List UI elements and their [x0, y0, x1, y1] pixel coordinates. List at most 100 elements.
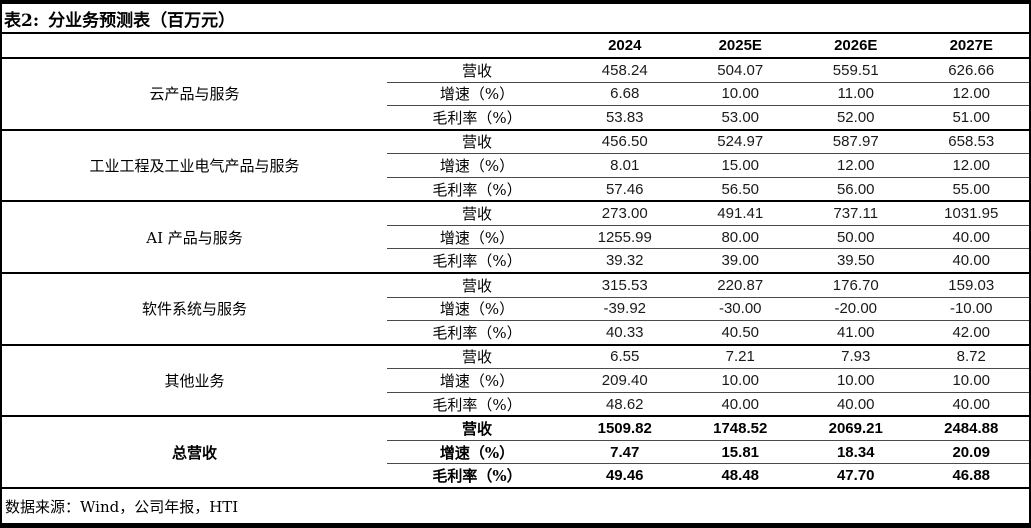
empty-header-cell — [2, 34, 387, 58]
business-name-cell: 云产品与服务 — [2, 57, 387, 130]
value-cell: 12.00 — [913, 82, 1029, 107]
metric-label-cell: 毛利率（%） — [432, 108, 522, 127]
value-cell: 39.00 — [721, 252, 760, 270]
value-cell: 57.46 — [605, 180, 644, 198]
col-header-2026E: 2026E — [834, 37, 878, 54]
value-cell: 1255.99 — [567, 225, 683, 250]
value-cell: 7.21 — [682, 343, 798, 370]
source-note: 数据来源：Wind，公司年报，HTI — [5, 497, 239, 516]
value-cell: 8.72 — [913, 343, 1029, 370]
value-cell: 1748.52 — [682, 415, 798, 441]
value-cell: 6.68 — [567, 82, 683, 107]
value-cell: 10.00 — [798, 368, 914, 393]
table-row: 增速（%） 209.40 10.00 10.00 10.00 — [2, 368, 1029, 393]
table-row: 毛利率（%） 40.33 40.50 41.00 42.00 — [2, 321, 1029, 345]
value-cell: 15.81 — [682, 440, 798, 465]
metric-label-cell: 营收 — [387, 271, 567, 298]
value-cell: 10.00 — [913, 368, 1029, 393]
value-cell: 40.00 — [836, 395, 875, 413]
value-cell: 52.00 — [836, 108, 875, 126]
value-cell: 11.00 — [798, 82, 914, 107]
value-cell: 41.00 — [836, 323, 875, 341]
business-name-cell: 软件系统与服务 — [2, 271, 387, 345]
table-number-label: 表2: — [4, 10, 40, 31]
value-cell: 587.97 — [798, 128, 914, 155]
value-cell: 737.11 — [798, 200, 914, 226]
value-cell: 15.00 — [682, 153, 798, 178]
value-cell: 56.00 — [836, 180, 875, 198]
business-name-cell: AI 产品与服务 — [2, 200, 387, 273]
value-cell: 504.07 — [682, 56, 798, 83]
metric-label-cell: 增速（%） — [387, 297, 567, 322]
value-cell: 49.46 — [605, 467, 644, 485]
value-cell: 458.24 — [567, 56, 683, 83]
table-row: 增速（%） 1255.99 80.00 50.00 40.00 — [2, 225, 1029, 250]
business-name-cell: 工业工程及工业电气产品与服务 — [2, 128, 387, 202]
value-cell: 53.00 — [721, 108, 760, 126]
table-row: 总营收 营收 1509.82 1748.52 2069.21 2484.88 — [2, 415, 1029, 487]
metric-label-cell: 增速（%） — [387, 368, 567, 393]
value-cell: 51.00 — [952, 108, 991, 126]
metric-label-cell: 增速（%） — [387, 153, 567, 178]
value-cell: 39.50 — [836, 252, 875, 270]
table-row: 增速（%） -39.92 -30.00 -20.00 -10.00 — [2, 297, 1029, 322]
table-row: 毛利率（%） 49.46 48.48 47.70 46.88 — [2, 464, 1029, 487]
metric-label-cell: 营收 — [387, 128, 567, 155]
table-row: 云产品与服务 营收 458.24 504.07 559.51 626.66 — [2, 56, 1029, 130]
metric-label-cell: 营收 — [387, 56, 567, 83]
value-cell: 40.00 — [952, 395, 991, 413]
metric-label-cell: 毛利率（%） — [432, 323, 522, 342]
value-cell: 50.00 — [798, 225, 914, 250]
value-cell: 40.00 — [952, 252, 991, 270]
value-cell: 47.70 — [836, 467, 875, 485]
value-cell: 220.87 — [682, 271, 798, 298]
table-title: 表2: 分业务预测表（百万元） — [2, 4, 1029, 34]
business-name-cell: 其他业务 — [2, 343, 387, 417]
value-cell: 176.70 — [798, 271, 914, 298]
value-cell: 524.97 — [682, 128, 798, 155]
value-cell: 20.09 — [913, 440, 1029, 465]
empty-header-cell — [387, 34, 567, 58]
table-row: AI 产品与服务 营收 273.00 491.41 737.11 1031.95 — [2, 200, 1029, 273]
value-cell: 626.66 — [913, 56, 1029, 83]
value-cell: 56.50 — [721, 180, 760, 198]
value-cell: 7.47 — [567, 440, 683, 465]
value-cell: 559.51 — [798, 56, 914, 83]
value-cell: 209.40 — [567, 368, 683, 393]
value-cell: 273.00 — [567, 200, 683, 226]
value-cell: 39.32 — [605, 252, 644, 270]
value-cell: 80.00 — [682, 225, 798, 250]
forecast-table: 2024 2025E 2026E 2027E 云产品与服务 营收 458.24 504.07… — [2, 34, 1029, 487]
value-cell: 491.41 — [682, 200, 798, 226]
value-cell: 159.03 — [913, 271, 1029, 298]
value-cell: -39.92 — [567, 297, 683, 322]
value-cell: 40.00 — [913, 225, 1029, 250]
col-header-2027E: 2027E — [949, 37, 993, 54]
value-cell: 2069.21 — [798, 415, 914, 441]
value-cell: 1509.82 — [567, 415, 683, 441]
table-row: 增速（%） 6.68 10.00 11.00 12.00 — [2, 82, 1029, 107]
source-note-row: 数据来源：Wind，公司年报，HTI — [2, 487, 1029, 523]
metric-label-cell: 毛利率（%） — [432, 467, 522, 486]
metric-label-cell: 营收 — [387, 343, 567, 370]
value-cell: 7.93 — [798, 343, 914, 370]
metric-label-cell: 营收 — [387, 415, 567, 441]
value-cell: 456.50 — [567, 128, 683, 155]
table-row: 其他业务 营收 6.55 7.21 7.93 8.72 — [2, 343, 1029, 417]
business-name-cell: 总营收 — [2, 415, 387, 487]
metric-label-cell: 增速（%） — [387, 225, 567, 250]
value-cell: 10.00 — [682, 82, 798, 107]
value-cell: 53.83 — [605, 108, 644, 126]
value-cell: 46.88 — [952, 467, 991, 485]
metric-label-cell: 增速（%） — [387, 82, 567, 107]
metric-label-cell: 毛利率（%） — [432, 180, 522, 199]
value-cell: 658.53 — [913, 128, 1029, 155]
table-title-text: 分业务预测表（百万元） — [48, 10, 236, 31]
value-cell: 6.55 — [567, 343, 683, 370]
value-cell: 42.00 — [952, 323, 991, 341]
value-cell: 48.62 — [605, 395, 644, 413]
value-cell: 10.00 — [682, 368, 798, 393]
value-cell: -10.00 — [913, 297, 1029, 322]
value-cell: -30.00 — [682, 297, 798, 322]
